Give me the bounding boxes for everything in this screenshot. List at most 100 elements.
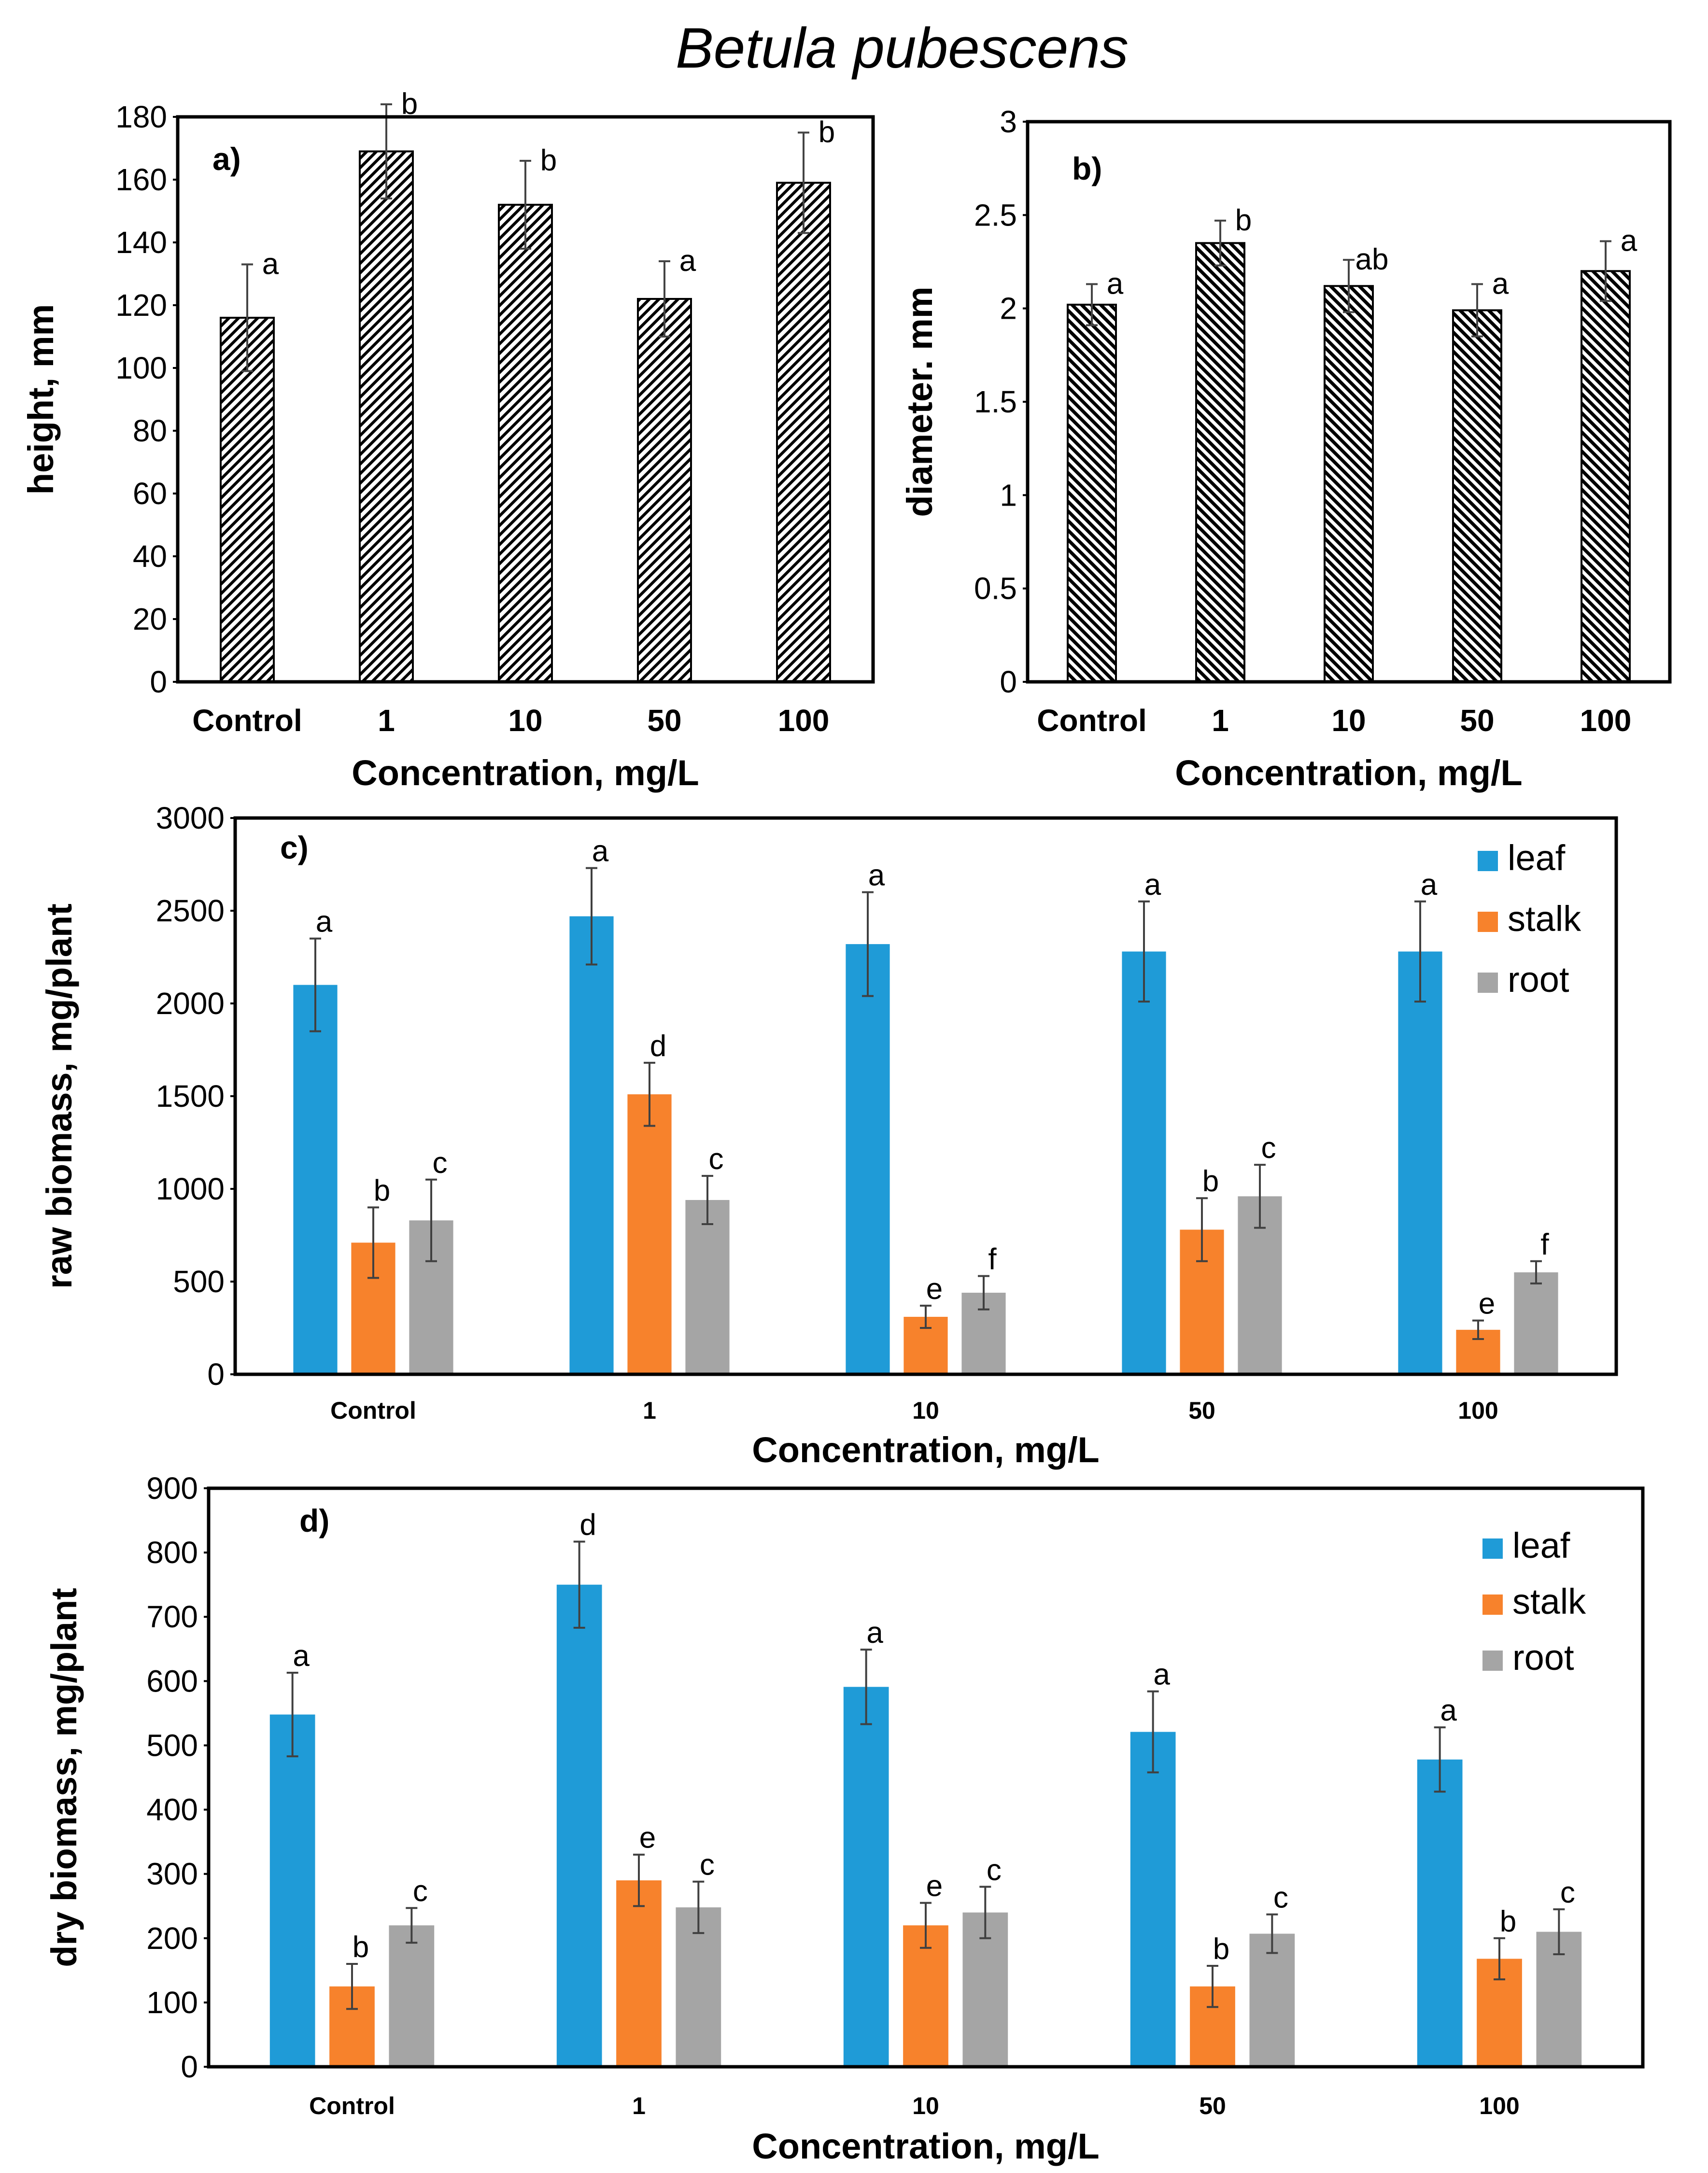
legend-label-leaf: leaf: [1508, 838, 1566, 878]
y-tick-label: 140: [115, 225, 167, 260]
significance-letter: a: [293, 1639, 310, 1673]
y-tick-label: 3: [1000, 104, 1017, 139]
significance-letter: a: [1107, 267, 1124, 300]
y-tick-label: 180: [115, 99, 167, 134]
significance-letter: e: [1479, 1287, 1495, 1321]
bar: [776, 182, 831, 683]
bar-leaf: [1398, 951, 1442, 1374]
significance-letter: e: [639, 1821, 656, 1855]
y-tick-label: 300: [146, 1857, 198, 1891]
significance-letter: f: [988, 1242, 997, 1276]
significance-letter: c: [987, 1853, 1002, 1887]
x-tick-label: Control: [309, 2092, 395, 2119]
panel-label: d): [299, 1503, 329, 1538]
y-tick-label: 120: [115, 288, 167, 323]
y-tick-label: 400: [146, 1792, 198, 1827]
significance-letter: a: [868, 859, 885, 892]
plot-frame: [207, 1486, 1645, 2069]
significance-letter: b: [1500, 1905, 1516, 1938]
bar-leaf: [1122, 951, 1166, 1374]
legend-swatch-leaf: [1482, 1538, 1503, 1559]
y-tick-label: 500: [146, 1728, 198, 1763]
x-tick-label: 10: [912, 2092, 939, 2119]
x-tick-label: 50: [647, 703, 681, 738]
x-tick-label: 50: [1460, 703, 1494, 738]
significance-letter: a: [592, 835, 609, 868]
x-tick-label: 100: [778, 703, 830, 738]
x-axis-label: Concentration, mg/L: [752, 2126, 1099, 2166]
y-tick-label: 900: [146, 1471, 198, 1506]
bar-root: [685, 1200, 730, 1374]
significance-letter: c: [700, 1848, 715, 1882]
legend-label-stalk: stalk: [1508, 899, 1581, 939]
y-tick-label: 100: [146, 1985, 198, 2020]
chart-b: 0 0.5 1 1.5 2 2.5 3 Control 1 10 50 100 Concentratio…: [900, 104, 1672, 793]
bar-stalk: [616, 1880, 662, 2067]
y-tick-label: 0: [1000, 664, 1017, 699]
x-tick-label: 10: [508, 703, 542, 738]
bar: [220, 317, 275, 683]
significance-letter: a: [866, 1616, 883, 1650]
significance-letter: a: [1440, 1694, 1457, 1727]
significance-letter: b: [1202, 1165, 1219, 1198]
x-tick-label: Control: [330, 1397, 416, 1424]
significance-letter: a: [679, 244, 696, 278]
x-tick-label: 1: [1212, 703, 1229, 738]
x-tick-label: 1: [643, 1397, 656, 1424]
bar-leaf: [293, 985, 338, 1374]
y-tick-label: 0.5: [974, 571, 1017, 606]
significance-letter: a: [1144, 868, 1161, 902]
bar: [1581, 270, 1631, 683]
x-tick-label: Control: [192, 703, 302, 738]
y-tick-label: 2: [1000, 291, 1017, 326]
chart-c: 0 500 1000 1500 2000 2500 3000 Control 1 10 50 100 C…: [39, 801, 1618, 1470]
y-tick-label: 100: [115, 351, 167, 385]
significance-letter: b: [540, 144, 557, 177]
significance-letter: a: [262, 248, 279, 281]
bar-leaf: [1130, 1732, 1176, 2067]
significance-letter: a: [1621, 224, 1637, 257]
panel-label: a): [212, 141, 241, 177]
significance-letter: a: [1153, 1658, 1170, 1692]
significance-letter: d: [650, 1030, 666, 1063]
x-tick-label: 100: [1458, 1397, 1498, 1424]
x-axis-label: Concentration, mg/L: [1175, 753, 1522, 793]
legend-label-root: root: [1512, 1637, 1574, 1678]
significance-letter: c: [413, 1875, 428, 1908]
bar-stalk: [627, 1094, 672, 1374]
significance-letter: f: [1540, 1228, 1549, 1261]
bar: [359, 150, 414, 683]
x-tick-label: 1: [632, 2092, 646, 2119]
bar-leaf: [846, 944, 890, 1374]
y-axis-label: raw biomass, mg/plant: [39, 903, 79, 1289]
bar-root: [1249, 1933, 1295, 2067]
bar-leaf: [269, 1714, 315, 2067]
y-axis-label: diameter. mm: [900, 286, 940, 517]
significance-letter: a: [316, 905, 333, 939]
significance-letter: d: [579, 1508, 596, 1541]
bar-leaf: [1417, 1759, 1463, 2067]
y-tick-label: 2000: [156, 986, 225, 1021]
chart-d: 0 100 200 300 400 500 600 700 800 900 Control 1 10 50…: [44, 1471, 1645, 2166]
y-tick-label: 2.5: [974, 198, 1017, 232]
significance-letter: b: [374, 1174, 390, 1207]
y-tick-label: 3000: [156, 801, 225, 835]
y-tick-label: 600: [146, 1664, 198, 1698]
x-tick-label: Control: [1037, 703, 1147, 738]
x-tick-label: 1: [378, 703, 395, 738]
y-tick-label: 2500: [156, 893, 225, 928]
x-axis-label: Concentration, mg/L: [752, 1430, 1099, 1470]
significance-letter: b: [1235, 204, 1252, 237]
bar-root: [389, 1925, 435, 2067]
significance-letter: b: [819, 116, 835, 149]
legend-label-root: root: [1508, 960, 1569, 1000]
bar-leaf: [556, 1584, 602, 2067]
y-tick-label: 60: [133, 476, 167, 511]
significance-letter: c: [1261, 1131, 1276, 1165]
y-tick-label: 800: [146, 1535, 198, 1570]
legend-swatch-stalk: [1482, 1594, 1503, 1615]
legend-label-leaf: leaf: [1512, 1525, 1570, 1566]
plot-frame: [233, 816, 1618, 1376]
panel-label: c): [280, 830, 309, 865]
x-axis-label: Concentration, mg/L: [352, 753, 699, 793]
